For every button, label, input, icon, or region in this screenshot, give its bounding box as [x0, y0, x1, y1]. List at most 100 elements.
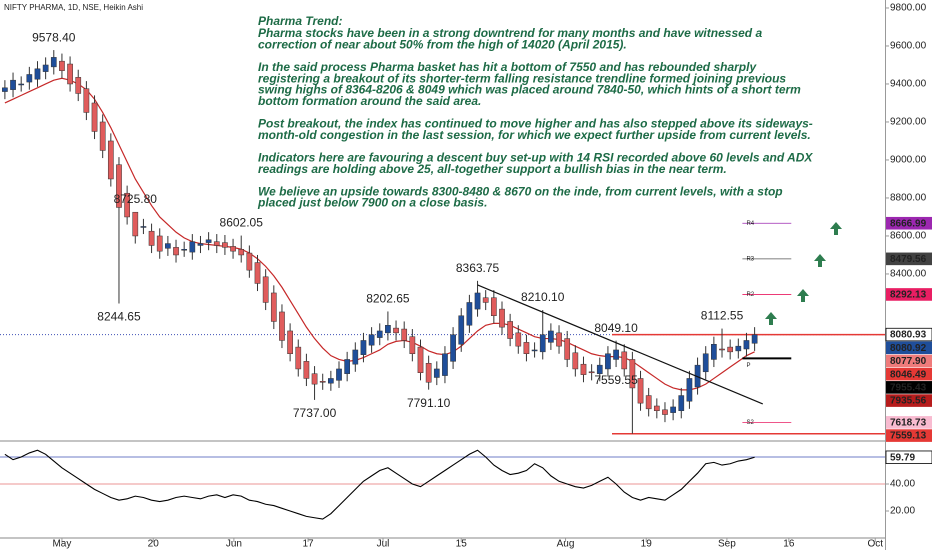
annotation-line: In the said process Pharma basket has hi… — [258, 60, 757, 74]
annotation-line: correction of near about 50% from the hi… — [258, 37, 627, 51]
price-label-box — [886, 394, 932, 407]
candle-body — [458, 315, 465, 345]
pivot-name: R3 — [746, 256, 754, 262]
price-label-box — [886, 381, 932, 394]
candle-body — [727, 346, 734, 353]
candle-body — [254, 262, 261, 284]
low-label: 7791.10 — [407, 396, 451, 410]
candle-body — [238, 249, 245, 256]
candle-body — [596, 364, 603, 374]
candle-body — [637, 378, 644, 404]
arrow — [830, 222, 842, 235]
x-tick-label: 16 — [783, 539, 795, 550]
arrow — [814, 254, 826, 267]
y-tick-label: 9400.00 — [890, 79, 927, 90]
candle-body — [181, 249, 188, 251]
candle-body — [213, 241, 220, 246]
pivot-name: R4 — [746, 221, 754, 227]
x-tick-label: May — [52, 539, 71, 550]
candle-body — [719, 348, 725, 351]
x-tick-label: 17 — [302, 539, 314, 550]
trendline — [477, 284, 763, 405]
candle-body — [75, 77, 82, 94]
candle-body — [515, 332, 522, 347]
candle-body — [344, 359, 351, 374]
candle-body — [91, 102, 98, 132]
annotation-line: month-old congestion in the last session… — [258, 128, 811, 142]
candle-body — [580, 363, 587, 375]
candle-body — [368, 334, 375, 346]
candle-body — [124, 192, 130, 218]
high-label: 8363.75 — [456, 261, 500, 275]
price-label-box — [886, 341, 932, 355]
high-label: 8602.05 — [220, 216, 264, 230]
annotation-title: Pharma Trend: — [258, 14, 342, 28]
annotation-line: Pharma stocks have been in a strong down… — [258, 26, 762, 40]
candle-body — [140, 226, 147, 228]
candle-body — [205, 239, 212, 243]
high-label: 8210.10 — [521, 290, 565, 304]
high-label: 8112.55 — [701, 309, 744, 323]
annotation-line: We believe an upside towards 8300-8480 &… — [258, 184, 783, 198]
candle-body — [409, 336, 416, 354]
candle-body — [450, 334, 456, 362]
high-label: 8049.10 — [594, 321, 638, 335]
candle-body — [67, 63, 73, 85]
candle-body — [572, 352, 579, 370]
candle-body — [711, 343, 717, 360]
candle-body — [336, 368, 342, 381]
pivot-name: P — [746, 363, 750, 369]
candle-body — [18, 83, 25, 86]
candle-body — [311, 373, 318, 385]
candle-body — [433, 368, 440, 378]
candle-body — [564, 338, 571, 360]
x-tick-label: 19 — [641, 539, 653, 550]
x-tick-label: Aug — [557, 539, 575, 550]
axis: 9800.00 9600.00 9400.00 9200.00 9000.00 8800.… — [52, 3, 932, 550]
candle-body — [107, 140, 114, 180]
candle-body — [735, 345, 742, 352]
candle-body — [222, 242, 228, 248]
candle-body — [482, 297, 489, 303]
x-tick-label: 15 — [456, 539, 468, 550]
candle-body — [751, 334, 758, 344]
candle-body — [2, 87, 8, 92]
annotation-line: swing highs of 8364-8206 & 8049 which wa… — [258, 83, 801, 97]
candle-body — [613, 349, 619, 360]
price-label-box — [886, 252, 932, 266]
candle-body — [197, 243, 204, 246]
candle-body — [165, 243, 171, 249]
candle-body — [99, 121, 106, 151]
y-tick-label: 8400.00 — [890, 269, 927, 280]
high-label: 8202.65 — [366, 292, 410, 306]
candle-body — [539, 334, 546, 353]
candle-body — [83, 88, 90, 113]
annotation-line: readings are holding above 25, all-toget… — [258, 162, 727, 176]
rsi-line — [4, 449, 755, 520]
y-tick-label: 9800.00 — [890, 3, 927, 14]
x-tick-label: Jun — [226, 539, 242, 550]
candle-body — [262, 276, 269, 303]
pivot-name: R2 — [746, 292, 754, 298]
annotation-line: registering a breakout of its shorter-te… — [258, 71, 786, 85]
candle-body — [425, 362, 432, 383]
x-tick-label: Jul — [377, 539, 390, 550]
x-tick-label: Sep — [718, 539, 736, 550]
candle-body — [393, 327, 399, 334]
candle-body — [352, 349, 359, 365]
candle-body — [678, 395, 685, 411]
price-label-box — [886, 354, 932, 368]
price-label-box — [886, 416, 932, 429]
candle-body — [173, 247, 179, 256]
rsi-panel — [0, 449, 885, 520]
rsi-tick-label: 20.00 — [890, 506, 915, 517]
chart-title: NIFTY PHARMA, 1D, NSE, Heikin Ashi — [4, 3, 143, 12]
high-label: 9578.40 — [32, 30, 76, 44]
candle-body — [10, 79, 16, 90]
candle-body — [686, 378, 693, 402]
candle-body — [148, 230, 155, 246]
price-label: 8666.99 — [890, 218, 927, 229]
price-label: 8479.56 — [890, 254, 927, 265]
candle-body — [59, 60, 65, 71]
candle-body — [328, 378, 334, 384]
